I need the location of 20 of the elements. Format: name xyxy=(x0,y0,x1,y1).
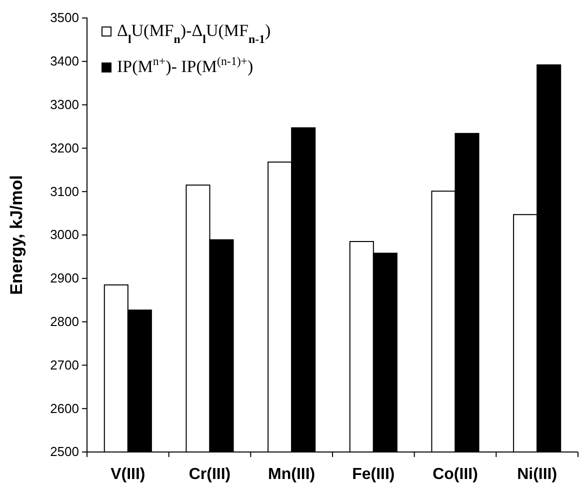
y-tick-label: 2600 xyxy=(50,400,79,416)
y-tick-label: 3000 xyxy=(50,227,79,242)
x-tick-label: Cr(III) xyxy=(188,466,231,483)
y-tick-label: 2900 xyxy=(50,270,79,286)
y-tick-label: 2800 xyxy=(50,314,79,329)
y-tick-label: 3200 xyxy=(50,140,79,156)
x-tick-label: Mn(III) xyxy=(268,466,316,483)
y-axis-title: Energy, kJ/mol xyxy=(7,175,26,295)
y-tick-label: 3100 xyxy=(50,184,79,199)
y-tick-label: 3300 xyxy=(50,96,79,112)
x-tick-label: Fe(III) xyxy=(352,466,395,483)
y-tick-label: 3400 xyxy=(50,54,79,69)
x-tick-label: Co(III) xyxy=(432,466,478,483)
x-tick-label: V(III) xyxy=(110,466,146,483)
y-tick-label: 3500 xyxy=(50,10,79,26)
text: Δ$_{l}$U(MF$_{n}$)-Δ$_{l}$U(MF$_{n-1}$) xyxy=(117,21,271,46)
legend-label: IP(M$^{n+}$)- IP(M$^{(n-1)+}$) xyxy=(117,54,254,76)
x-tick-label: Ni(III) xyxy=(517,466,558,483)
y-tick-label: 2700 xyxy=(50,357,79,372)
y-tick-label: 2500 xyxy=(50,444,79,460)
